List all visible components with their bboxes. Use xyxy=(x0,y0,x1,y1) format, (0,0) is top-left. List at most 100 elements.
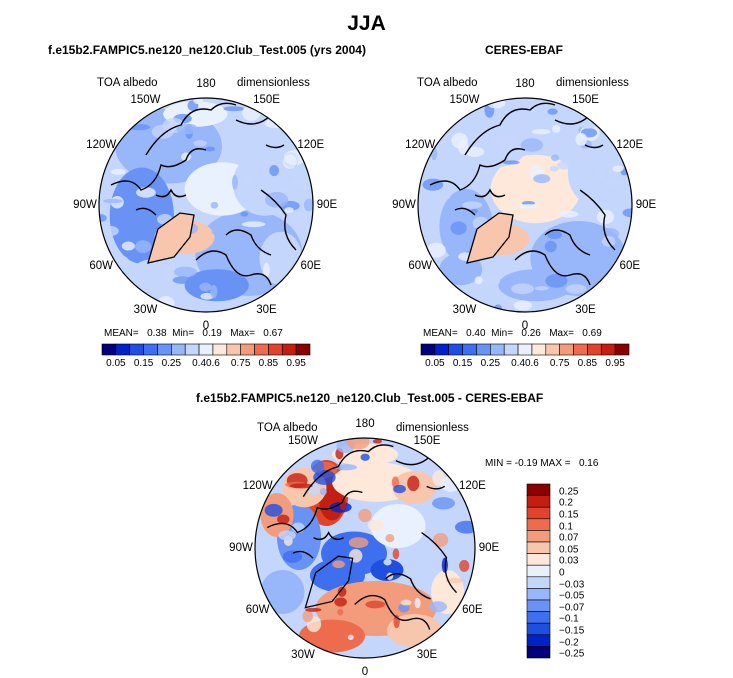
min-value: 0.26 xyxy=(521,328,541,339)
field-speckle xyxy=(544,240,557,253)
colorbar-swatch xyxy=(526,541,551,554)
field-speckle xyxy=(170,172,187,178)
coastline xyxy=(195,250,272,286)
field-speckle xyxy=(339,497,347,511)
colorbar-tick-label: 0.15 xyxy=(452,358,473,369)
field-speckle xyxy=(305,607,322,612)
colorbar-swatch xyxy=(198,343,214,356)
colorbar-tick-label: −0.15 xyxy=(559,625,585,637)
colorbar-swatch xyxy=(240,343,255,356)
coastline xyxy=(454,207,476,216)
field-speckle xyxy=(337,608,344,616)
colorbar-swatch xyxy=(254,343,269,356)
min-label: Min= xyxy=(172,328,195,339)
mean-label: MEAN= xyxy=(423,328,458,339)
field-speckle xyxy=(263,262,270,278)
field-speckle xyxy=(432,532,449,548)
field-patch xyxy=(222,114,265,147)
longitude-label: 90W xyxy=(229,542,253,554)
longitude-label: 150W xyxy=(287,434,319,447)
field-speckle xyxy=(210,201,219,209)
panel-obs-variable-label: TOA albedo xyxy=(417,77,478,89)
colorbar-swatch xyxy=(115,343,131,356)
coastline xyxy=(225,229,272,256)
map-obs xyxy=(417,97,633,313)
coastline xyxy=(302,444,394,497)
coastline xyxy=(267,490,363,534)
field-speckle xyxy=(428,601,447,613)
colorbar-tick-label: −0.05 xyxy=(559,590,585,602)
panel-diff-stats: MIN = -0.19 MAX = 0.16 xyxy=(485,458,598,469)
min-label: Min= xyxy=(491,328,514,339)
field-speckle xyxy=(274,595,294,610)
colorbar-obs xyxy=(420,343,630,356)
colorbar-swatch xyxy=(171,343,186,356)
mean-value: 0.38 xyxy=(147,328,167,339)
field-speckle xyxy=(407,475,420,492)
colorbar-tick-label: 0.95 xyxy=(605,358,625,369)
greenland-coastline xyxy=(147,212,195,264)
longitude-label: 150E xyxy=(413,434,441,447)
colorbar-swatch xyxy=(526,564,551,578)
colorbar-swatch xyxy=(600,343,616,356)
coastline xyxy=(421,531,458,594)
field-speckle xyxy=(136,187,156,198)
colorbar-swatch xyxy=(157,343,172,356)
field-speckle xyxy=(385,534,395,543)
field-speckle xyxy=(445,578,465,584)
map-boundary xyxy=(98,97,314,313)
longitude-label: 30W xyxy=(291,649,315,662)
map-diff xyxy=(254,437,476,659)
field-speckle xyxy=(116,255,129,268)
colorbar-swatch xyxy=(281,343,297,356)
field-speckle xyxy=(398,603,410,613)
field-speckle xyxy=(313,469,336,485)
longitude-label: 150E xyxy=(253,94,280,107)
max-value: 0.16 xyxy=(578,458,599,469)
field-speckle xyxy=(101,225,119,237)
field-speckle xyxy=(121,241,135,251)
coastline xyxy=(429,148,526,191)
field-speckle xyxy=(372,439,383,444)
colorbar-tick-label: 0.25 xyxy=(480,358,501,369)
field-speckle xyxy=(284,207,294,213)
colorbar-tick-label: 0.75 xyxy=(549,358,570,369)
colorbar-tick-label: 0 xyxy=(559,567,565,579)
colorbar-swatch xyxy=(545,343,560,356)
field-speckle xyxy=(459,559,470,572)
panel-model-title: f.e15b2.FAMPIC5.ne120_ne120.Club_Test.00… xyxy=(48,43,366,57)
field-speckle xyxy=(173,266,197,278)
field-speckle xyxy=(337,586,347,597)
colorbar-swatch xyxy=(184,343,200,356)
colorbar-swatch xyxy=(526,611,551,624)
min-value: -0.19 xyxy=(514,458,538,469)
field-patch xyxy=(370,559,404,581)
field-speckle xyxy=(279,185,291,193)
longitude-label: 30W xyxy=(133,303,158,316)
field-speckle xyxy=(162,265,173,281)
field-speckle xyxy=(462,201,483,209)
colorbar-tick-label: 0.1 xyxy=(559,521,573,533)
mean-value: 0.40 xyxy=(466,328,486,339)
colorbar-swatch xyxy=(434,343,450,356)
field-speckle xyxy=(278,530,296,541)
field-speckle xyxy=(110,168,126,175)
field-speckle xyxy=(565,284,587,294)
longitude-label: 90W xyxy=(73,199,97,211)
max-value: 0.69 xyxy=(582,328,602,339)
panel-obs-units-label: dimensionless xyxy=(556,77,629,89)
field-speckle xyxy=(450,221,467,235)
max-label: Max= xyxy=(549,328,574,339)
longitude-label: 120E xyxy=(297,138,325,151)
longitude-label: 150E xyxy=(572,94,599,107)
field-speckle xyxy=(283,571,292,578)
field-speckle xyxy=(125,198,148,204)
field-speckle xyxy=(210,284,218,299)
field-speckle xyxy=(206,166,227,178)
colorbar-swatch xyxy=(526,588,551,601)
colorbar-swatch xyxy=(143,343,158,356)
panel-obs-title: CERES-EBAF xyxy=(485,43,564,57)
field-speckle xyxy=(332,560,345,569)
field-speckle xyxy=(465,146,485,157)
field-speckle xyxy=(481,168,492,176)
